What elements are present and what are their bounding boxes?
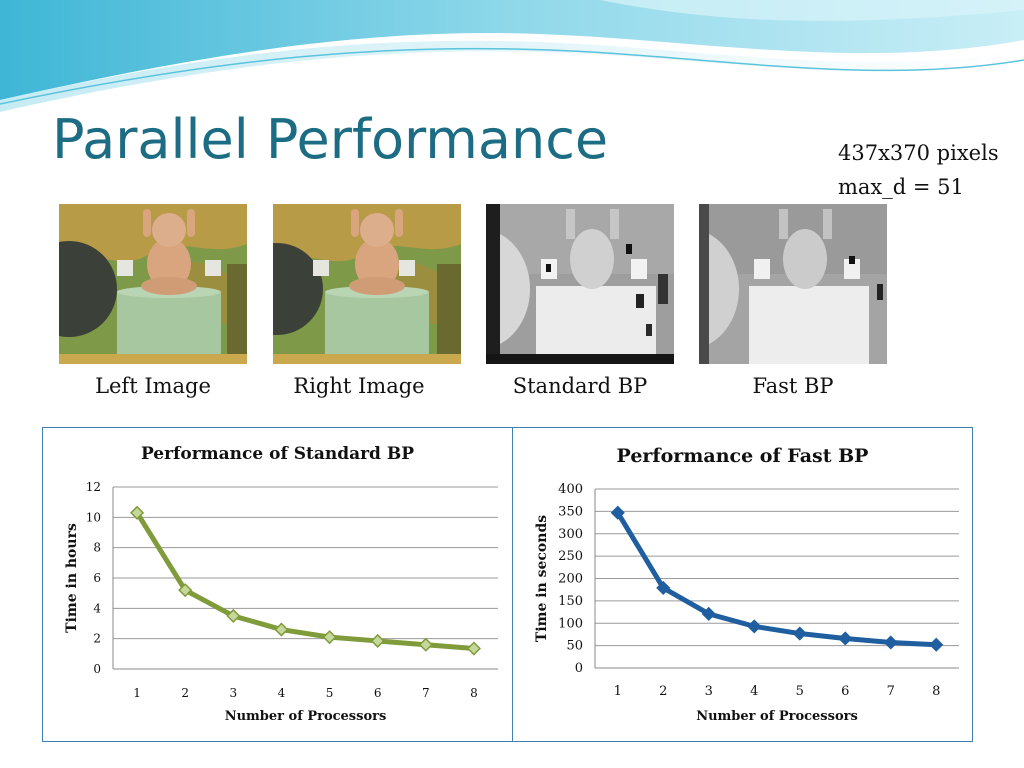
y-tick-label: 6 (93, 571, 101, 585)
y-tick-label: 400 (558, 482, 583, 497)
header-wave (0, 0, 1024, 113)
data-point (226, 608, 241, 623)
x-tick-label: 8 (932, 684, 940, 699)
series-line (615, 510, 939, 648)
y-tick-label: 12 (86, 480, 101, 494)
x-tick-label: 2 (659, 684, 667, 699)
image-info: 437x370 pixels max_d = 51 (838, 136, 999, 204)
y-axis-label: Time in hours (64, 523, 80, 633)
chart-panel-standard-bp: Performance of Standard BP 0 2 4 6 8 10 12 1 2 3 4 5… (42, 427, 513, 742)
data-point (130, 505, 145, 520)
data-point (838, 631, 853, 646)
x-tick-label: 3 (705, 684, 713, 699)
x-tick-label: 7 (887, 684, 895, 699)
standard-bp-disparity-image (486, 204, 674, 364)
x-tick-label: 3 (229, 686, 237, 700)
data-point (929, 637, 944, 652)
data-point (466, 641, 481, 656)
data-point (322, 630, 337, 645)
x-tick-label: 6 (841, 684, 849, 699)
x-tick-label: 5 (796, 684, 804, 699)
caption-standard-bp: Standard BP (512, 374, 648, 398)
x-tick-label: 5 (326, 686, 334, 700)
x-tick-label: 1 (133, 686, 141, 700)
caption-fast-bp: Fast BP (752, 374, 834, 398)
data-point (418, 637, 433, 652)
y-tick-label: 350 (558, 504, 583, 519)
y-tick-label: 0 (575, 661, 583, 676)
y-tick-label: 250 (558, 549, 583, 564)
caption-left-image: Left Image (95, 374, 211, 398)
y-tick-label: 100 (558, 616, 583, 631)
y-tick-label: 200 (558, 572, 583, 587)
y-tick-label: 300 (558, 527, 583, 542)
y-tick-label: 10 (86, 510, 101, 524)
x-tick-label: 7 (422, 686, 430, 700)
data-point (610, 505, 625, 520)
max-disparity-text: max_d = 51 (838, 175, 964, 199)
y-tick-label: 8 (93, 541, 101, 555)
x-tick-label: 8 (470, 686, 478, 700)
y-tick-label: 2 (93, 632, 101, 646)
caption-right-image: Right Image (293, 374, 425, 398)
x-tick-label: 4 (750, 684, 758, 699)
series-line (134, 510, 477, 652)
data-point (701, 606, 716, 621)
y-tick-label: 150 (558, 594, 583, 609)
x-axis-label: Number of Processors (696, 709, 858, 724)
y-tick-label: 4 (93, 601, 101, 615)
data-point (747, 619, 762, 634)
data-point (370, 633, 385, 649)
x-axis-label: Number of Processors (225, 709, 387, 724)
x-tick-label: 4 (278, 686, 286, 700)
x-tick-label: 6 (374, 686, 382, 700)
chart-title: Performance of Standard BP (141, 444, 414, 464)
y-tick-label: 0 (93, 662, 101, 676)
image-size-text: 437x370 pixels (838, 141, 999, 165)
page-title: Parallel Performance (52, 108, 609, 171)
fast-bp-disparity-image (699, 204, 887, 364)
data-point (883, 635, 898, 650)
right-image (273, 204, 461, 364)
data-point (178, 583, 193, 598)
x-tick-label: 2 (181, 686, 189, 700)
y-axis-label: Time in seconds (534, 515, 550, 642)
data-point (656, 580, 671, 595)
y-tick-label: 50 (566, 639, 583, 654)
left-image (59, 204, 247, 364)
data-point (792, 626, 807, 641)
chart-fast-bp: Performance of Fast BP 0 50 100 150 200 250 300… (534, 445, 959, 724)
chart-title: Performance of Fast BP (617, 445, 869, 467)
data-point (274, 622, 289, 637)
x-tick-label: 1 (614, 684, 622, 699)
chart-panel-fast-bp: Performance of Fast BP 0 50 100 150 200 250 300… (512, 427, 973, 742)
